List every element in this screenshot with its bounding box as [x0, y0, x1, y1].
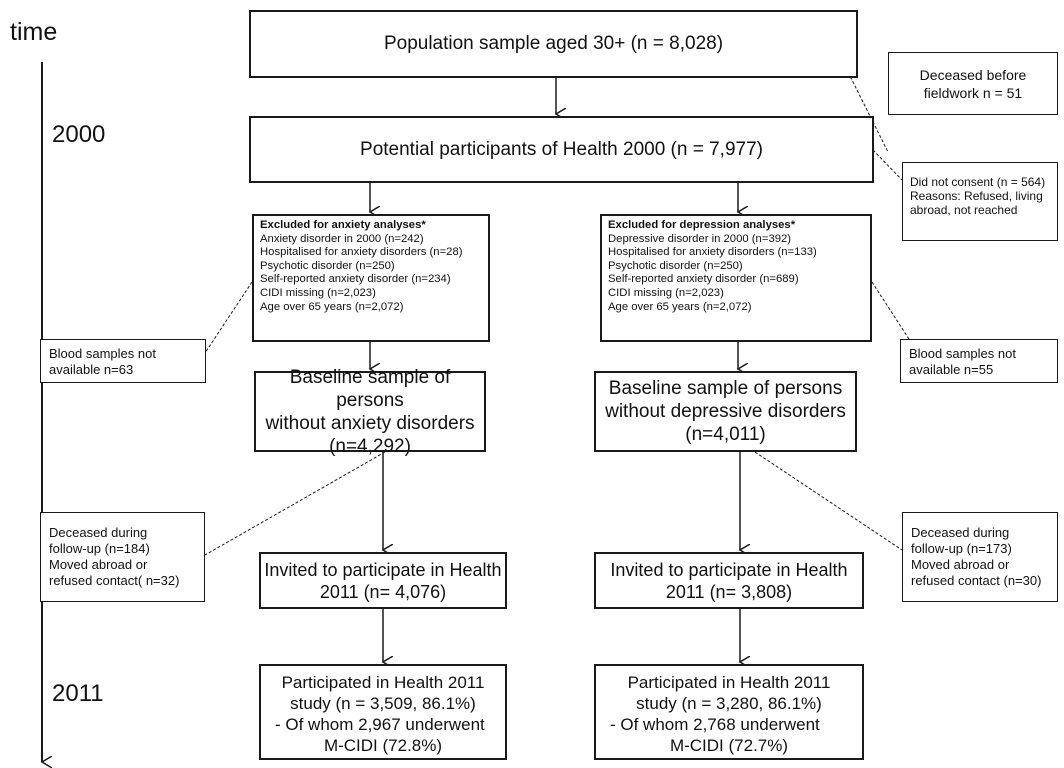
depression-excluded-item: Psychotic disorder (n=250) [608, 259, 743, 272]
depression-participated-box: Participated in Health 2011 study (n = 3… [594, 664, 864, 760]
year-2011-label: 2011 [52, 680, 104, 707]
depression-invited-line1: Invited to participate in Health [610, 559, 848, 580]
depression-deceased-line3: Moved abroad or [911, 557, 1010, 572]
leader-anxiety-blood [204, 281, 253, 354]
anxiety-deceased-line3: Moved abroad or [49, 557, 148, 572]
deceased-before-box: Deceased before fieldwork n = 51 [888, 52, 1058, 115]
depression-baseline-line1: Baseline sample of persons [608, 378, 843, 399]
anxiety-blood-samples-box: Blood samples not available n=63 [40, 339, 206, 383]
anxiety-invited-line1: Invited to participate in Health [264, 559, 502, 580]
anxiety-participated-box: Participated in Health 2011 study (n = 3… [259, 664, 507, 760]
depression-excluded-item: Depressive disorder in 2000 (n=392) [608, 232, 792, 245]
population-text: Population sample aged 30+ (n = 8,028) [383, 33, 724, 54]
depression-participated-line3: - Of whom 2,768 underwent [610, 715, 820, 734]
depression-blood-line2: available n=55 [909, 362, 994, 377]
depression-excluded-item: CIDI missing (n=2,023) [608, 286, 724, 299]
anxiety-baseline-line2: without anxiety disorders [265, 412, 475, 434]
anxiety-deceased-line4: refused contact( n=32) [49, 573, 180, 588]
depression-invited-line2: 2011 (n= 3,808) [665, 581, 793, 602]
depression-participated-line1: Participated in Health 2011 [627, 673, 831, 692]
depression-participated-line4: M-CIDI (72.7%) [669, 736, 789, 755]
depression-deceased-line4: refused contact (n=30) [911, 573, 1042, 588]
anxiety-participated-line1: Participated in Health 2011 [281, 673, 485, 692]
did-not-consent-line1: Did not consent (n = 564) [910, 175, 1046, 189]
depression-excluded-item: Hospitalised for anxiety disorders (n=13… [608, 246, 817, 259]
anxiety-excluded-item: Self-reported anxiety disorder (n=234) [260, 273, 451, 286]
anxiety-invited-line2: 2011 (n= 4,076) [319, 581, 447, 602]
did-not-consent-box: Did not consent (n = 564) Reasons: Refus… [902, 162, 1058, 241]
anxiety-baseline-line1: Baseline sample of persons [289, 366, 451, 411]
deceased-before-line2: fieldwork n = 51 [923, 84, 1023, 101]
depression-deceased-line1: Deceased during [911, 525, 1010, 540]
anxiety-excluded-item: Psychotic disorder (n=250) [260, 259, 395, 272]
year-2000-label: 2000 [52, 121, 106, 148]
anxiety-participated-line2: study (n = 3,509, 86.1%) [290, 694, 476, 713]
anxiety-excluded-item: Anxiety disorder in 2000 (n=242) [260, 232, 424, 245]
depression-participated-line2: study (n = 3,280, 86.1%) [636, 694, 822, 713]
anxiety-deceased-line2: follow-up (n=184) [49, 541, 150, 556]
leader-did-not-consent [872, 149, 903, 181]
anxiety-deceased-followup-box: Deceased during follow-up (n=184) Moved … [40, 512, 205, 602]
potential-participants-text: Potential participants of Health 2000 (n… [360, 138, 763, 160]
time-label: time [10, 18, 58, 46]
anxiety-deceased-line1: Deceased during [49, 525, 148, 540]
depression-baseline-line2: without depressive disorders [605, 401, 846, 422]
leader-depression-deceased [754, 451, 903, 551]
anxiety-excluded-item: Hospitalised for anxiety disorders (n=28… [260, 246, 463, 259]
anxiety-baseline-line3: (n=4,292) [329, 435, 411, 457]
leader-deceased-before [836, 49, 889, 153]
depression-deceased-line2: follow-up (n=173) [911, 541, 1012, 556]
depression-blood-line1: Blood samples not [909, 346, 1016, 361]
anxiety-blood-line2: available n=63 [49, 362, 134, 377]
depression-invited-box: Invited to participate in Health 2011 (n… [594, 552, 864, 609]
deceased-before-line1: Deceased before [919, 66, 1027, 83]
depression-deceased-followup-box: Deceased during follow-up (n=173) Moved … [902, 512, 1058, 602]
anxiety-excluded-item: Age over 65 years (n=2,072) [260, 300, 404, 313]
anxiety-excluded-box: Excluded for anxiety analyses* Anxiety d… [252, 214, 490, 342]
depression-blood-samples-box: Blood samples not available n=55 [900, 339, 1058, 383]
potential-participants-box: Potential participants of Health 2000 (n… [249, 116, 874, 183]
anxiety-excluded-item: CIDI missing (n=2,023) [260, 286, 376, 299]
depression-excluded-item: Self-reported anxiety disorder (n=689) [608, 273, 799, 286]
depression-excluded-title: Excluded for depression analyses* [608, 219, 796, 231]
did-not-consent-line3: abroad, not reached [910, 203, 1018, 217]
anxiety-excluded-title: Excluded for anxiety analyses* [260, 219, 426, 231]
anxiety-baseline-box: Baseline sample of persons without anxie… [254, 367, 486, 457]
depression-baseline-box: Baseline sample of persons without depre… [594, 371, 857, 452]
population-box: Population sample aged 30+ (n = 8,028) [249, 10, 858, 78]
depression-excluded-item: Age over 65 years (n=2,072) [608, 300, 752, 313]
anxiety-blood-line1: Blood samples not [49, 346, 156, 361]
anxiety-participated-line4: M-CIDI (72.8%) [323, 736, 443, 755]
depression-excluded-box: Excluded for depression analyses* Depres… [600, 214, 872, 342]
did-not-consent-line2: Reasons: Refused, living [910, 189, 1043, 203]
leader-anxiety-deceased [204, 451, 386, 556]
anxiety-invited-box: Invited to participate in Health 2011 (n… [259, 552, 507, 609]
anxiety-participated-line3: - Of whom 2,967 underwent [275, 715, 485, 734]
depression-baseline-line3: (n=4,011) [685, 424, 766, 445]
